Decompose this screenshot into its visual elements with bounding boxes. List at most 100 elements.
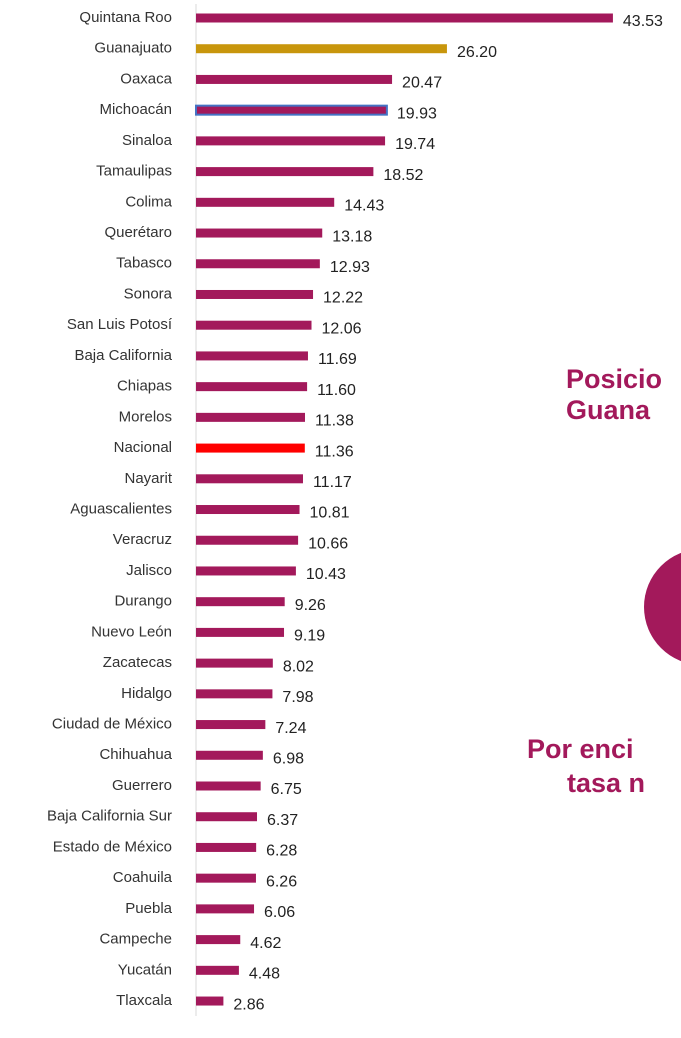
value-label: 11.60 bbox=[317, 382, 356, 399]
y-tick-label: Chiapas bbox=[117, 378, 172, 395]
y-tick-label: Sinaloa bbox=[122, 132, 173, 149]
bar bbox=[196, 167, 374, 177]
value-label: 6.37 bbox=[267, 812, 298, 829]
value-label: 11.36 bbox=[315, 443, 354, 460]
bar bbox=[196, 259, 320, 269]
bar bbox=[196, 658, 273, 668]
y-tick-label: Yucatán bbox=[118, 961, 172, 978]
y-tick-label: Guanajuato bbox=[94, 40, 172, 57]
y-tick-label: Jalisco bbox=[126, 562, 172, 579]
bar bbox=[196, 443, 305, 453]
bar bbox=[196, 965, 239, 975]
y-tick-label: Colima bbox=[125, 193, 172, 210]
side-text: Guana bbox=[566, 395, 651, 425]
value-label: 12.22 bbox=[323, 290, 363, 307]
y-tick-label: Michoacán bbox=[99, 101, 172, 118]
value-label: 6.06 bbox=[264, 904, 295, 921]
bar bbox=[196, 842, 257, 852]
bar bbox=[196, 597, 285, 607]
value-label: 6.28 bbox=[266, 843, 297, 860]
bar bbox=[196, 228, 323, 238]
bar bbox=[195, 104, 388, 116]
y-tick-label: Campeche bbox=[99, 931, 172, 948]
value-label: 19.93 bbox=[397, 105, 437, 122]
value-label: 18.52 bbox=[383, 167, 423, 184]
y-tick-label: Baja California bbox=[74, 347, 172, 364]
bar bbox=[196, 935, 241, 945]
bar bbox=[196, 720, 266, 730]
y-tick-label: Ciudad de México bbox=[52, 716, 172, 733]
y-tick-label: Veracruz bbox=[113, 531, 172, 548]
bar bbox=[196, 289, 314, 299]
value-label: 7.24 bbox=[275, 720, 306, 737]
side-text: Posicio bbox=[566, 364, 662, 394]
y-tick-label: Estado de México bbox=[53, 838, 172, 855]
bar bbox=[196, 74, 393, 84]
side-text: Por enci bbox=[527, 734, 634, 764]
bar bbox=[196, 566, 296, 576]
y-tick-label: Aguascalientes bbox=[70, 500, 172, 517]
value-label: 14.43 bbox=[344, 198, 384, 215]
y-tick-label: Nacional bbox=[114, 439, 172, 456]
y-tick-label: Zacatecas bbox=[103, 654, 172, 671]
value-label: 11.69 bbox=[318, 351, 357, 368]
side-text: tasa n bbox=[567, 768, 645, 798]
value-label: 10.81 bbox=[310, 505, 350, 522]
y-tick-label: Sonora bbox=[124, 285, 173, 302]
value-label: 11.38 bbox=[315, 413, 354, 430]
value-label: 12.06 bbox=[322, 320, 362, 337]
bar bbox=[196, 781, 261, 791]
value-label: 26.20 bbox=[457, 44, 497, 61]
y-tick-label: Morelos bbox=[119, 408, 172, 425]
bar bbox=[196, 505, 300, 515]
y-tick-label: Durango bbox=[114, 593, 172, 610]
bar bbox=[196, 873, 256, 883]
y-tick-label: Nayarit bbox=[124, 470, 172, 487]
y-tick-label: Baja California Sur bbox=[47, 808, 172, 825]
y-tick-label: San Luis Potosí bbox=[67, 316, 173, 333]
value-label: 20.47 bbox=[402, 75, 442, 92]
value-label: 6.75 bbox=[271, 781, 302, 798]
value-label: 4.48 bbox=[249, 966, 280, 983]
bar bbox=[196, 197, 335, 207]
y-tick-label: Nuevo León bbox=[91, 623, 172, 640]
y-tick-label: Tabasco bbox=[116, 255, 172, 272]
value-label: 4.62 bbox=[250, 935, 281, 952]
y-tick-label: Guerrero bbox=[112, 777, 172, 794]
decor-circle bbox=[644, 552, 681, 662]
y-tick-label: Querétaro bbox=[104, 224, 172, 241]
y-tick-label: Chihuahua bbox=[99, 746, 172, 763]
value-label: 10.66 bbox=[308, 535, 348, 552]
y-tick-label: Hidalgo bbox=[121, 685, 172, 702]
value-label: 12.93 bbox=[330, 259, 370, 276]
y-tick-label: Puebla bbox=[125, 900, 172, 917]
y-tick-label: Tamaulipas bbox=[96, 163, 172, 180]
bar bbox=[196, 412, 305, 422]
y-tick-label: Quintana Roo bbox=[79, 9, 172, 26]
y-tick-label: Coahuila bbox=[113, 869, 173, 886]
value-label: 43.53 bbox=[623, 13, 663, 30]
y-tick-label: Tlaxcala bbox=[116, 992, 173, 1009]
value-label: 6.26 bbox=[266, 873, 297, 890]
bar bbox=[196, 996, 224, 1006]
value-label: 9.26 bbox=[295, 597, 326, 614]
value-label: 10.43 bbox=[306, 566, 346, 583]
value-label: 7.98 bbox=[282, 689, 313, 706]
value-label: 8.02 bbox=[283, 658, 314, 675]
bar bbox=[196, 627, 285, 637]
bar bbox=[196, 136, 386, 146]
value-label: 11.17 bbox=[313, 474, 352, 491]
bar bbox=[196, 44, 447, 54]
value-label: 9.19 bbox=[294, 628, 325, 645]
bar bbox=[196, 351, 308, 361]
y-tick-label: Oaxaca bbox=[120, 70, 172, 87]
bar bbox=[196, 535, 299, 545]
bar bbox=[196, 904, 255, 914]
bar bbox=[196, 320, 312, 330]
value-label: 19.74 bbox=[395, 136, 435, 153]
bar bbox=[196, 382, 308, 392]
value-label: 6.98 bbox=[273, 750, 304, 767]
bar bbox=[196, 812, 258, 822]
bar bbox=[196, 750, 263, 760]
